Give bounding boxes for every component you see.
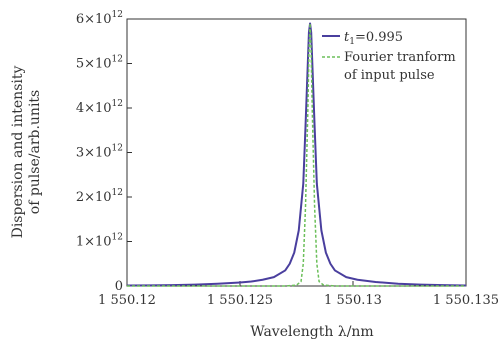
legend: t1=0.995 Fourier tranform of input pulse [322,30,456,83]
x-tick-label: 1 550.135 [433,293,499,308]
x-tick-label: 1 550.12 [98,293,156,308]
y-axis-label-line1: Dispersion and intensity [10,66,26,239]
y-tick-label: 2×1012 [76,188,123,205]
y-tick-label: 1×1012 [76,233,123,250]
series-line-1 [126,22,467,287]
series-layer [126,22,467,287]
legend-label-series-2-line2: of input pulse [344,68,435,83]
legend-label-series-2-line1: Fourier tranform [344,50,456,65]
y-axis-label-line2: of pulse/arb.units [27,90,43,214]
x-tick-label: 1 550.13 [324,293,382,308]
y-tick-label: 0 [115,279,123,294]
y-tick-label: 3×1012 [76,144,123,161]
y-axis-ticks: 0 1×1012 2×1012 3×1012 4×1012 5×1012 6×1012 [76,10,132,294]
legend-label-series-1: t1=0.995 [344,30,403,47]
y-tick-label: 4×1012 [76,99,123,116]
x-tick-label: 1 550.125 [207,293,273,308]
x-axis-ticks: 1 550.12 1 550.125 1 550.13 1 550.135 [98,281,499,308]
y-tick-label: 5×1012 [76,55,123,72]
y-tick-label: 6×1012 [76,10,123,27]
x-axis-label: Wavelength λ/nm [250,324,373,340]
